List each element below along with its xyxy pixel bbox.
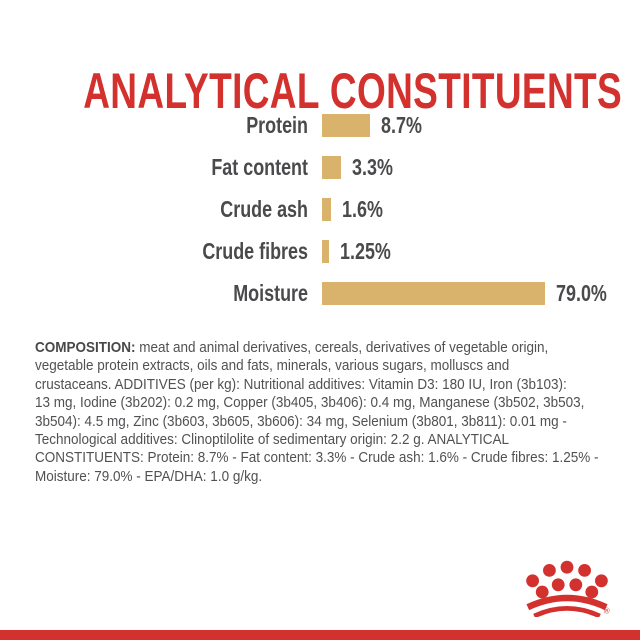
bar-crude-fibres	[322, 240, 329, 263]
bar-value-protein: 8.7%	[381, 112, 422, 138]
bar-fat-content	[322, 156, 341, 179]
composition-line: 3b504): 4.5 mg, Zinc (3b603, 3b605, 3b60…	[35, 412, 567, 430]
chart-row-protein: Protein 8.7%	[0, 114, 433, 137]
bar-value-crude-fibres: 1.25%	[340, 238, 391, 264]
composition-line: Technological additives: Clinoptilolite …	[35, 431, 510, 449]
chart-row-fat-content: Fat content 3.3%	[0, 156, 404, 179]
bar-value-fat-content: 3.3%	[352, 154, 393, 180]
composition-line: crustaceans. ADDITIVES (per kg): Nutriti…	[35, 375, 567, 393]
composition-line: 13 mg, Iodine (3b202): 0.2 mg, Copper (3…	[35, 394, 585, 412]
composition-line: Moisture: 79.0% - EPA/DHA: 1.0 g/kg.	[35, 467, 263, 485]
bar-protein	[322, 114, 370, 137]
bar-value-crude-ash: 1.6%	[342, 196, 383, 222]
bar-label-protein: Protein	[246, 112, 308, 138]
bottom-red-strip	[0, 630, 640, 640]
chart-row-crude-ash: Crude ash 1.6%	[0, 198, 394, 221]
composition-text: COMPOSITION: meat and animal derivatives…	[35, 339, 629, 486]
bar-label-fat-content: Fat content	[211, 154, 308, 180]
bar-crude-ash	[322, 198, 331, 221]
bar-value-moisture: 79.0%	[556, 280, 607, 306]
bar-label-crude-fibres: Crude fibres	[202, 238, 308, 264]
composition-line: vegetable protein extracts, oils and fat…	[35, 357, 510, 375]
chart-row-moisture: Moisture 79.0%	[0, 282, 621, 305]
bar-moisture	[322, 282, 545, 305]
chart-row-crude-fibres: Crude fibres 1.25%	[0, 240, 405, 263]
registered-trademark-symbol: ®	[604, 607, 610, 616]
bar-label-crude-ash: Crude ash	[220, 196, 308, 222]
analytical-constituents-chart: Protein 8.7% Fat content 3.3% Crude ash …	[0, 114, 621, 305]
composition-heading: COMPOSITION:	[35, 339, 136, 356]
composition-line: CONSTITUENTS: Protein: 8.7% - Fat conten…	[35, 449, 599, 467]
page-title: ANALYTICAL CONSTITUENTS	[83, 62, 623, 119]
composition-line: COMPOSITION: meat and animal derivatives…	[35, 339, 629, 357]
bar-label-moisture: Moisture	[233, 280, 308, 306]
royal-canin-crown-icon: ®	[526, 560, 610, 617]
composition-line-text: meat and animal derivatives, cereals, de…	[135, 339, 549, 356]
